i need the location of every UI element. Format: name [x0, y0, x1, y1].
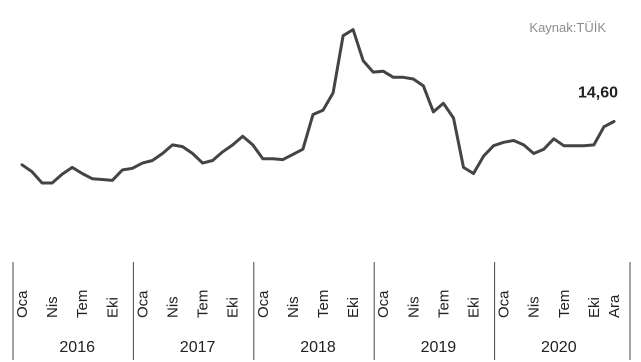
month-tick-label: Eki	[466, 297, 483, 318]
month-tick-label: Oca	[14, 290, 31, 318]
month-tick-label: Nis	[526, 296, 543, 318]
month-tick-label: Eki	[586, 297, 603, 318]
month-tick-label: Eki	[345, 297, 362, 318]
month-tick-label: Oca	[134, 290, 151, 318]
month-tick-label: Eki	[104, 297, 121, 318]
plot-area	[20, 28, 616, 185]
year-label: 2019	[421, 339, 457, 356]
month-tick-label: Oca	[255, 290, 272, 318]
last-value-label: 14,60	[578, 84, 618, 101]
x-axis: Oca Nis Tem Eki Oca Nis Tem Eki Oca Nis Tem Eki Oca N…	[12, 262, 631, 360]
year-label: 2018	[300, 339, 336, 356]
month-tick-label: Nis	[285, 296, 302, 318]
month-tick-label: Nis	[405, 296, 422, 318]
month-tick-label: Tem	[195, 290, 212, 318]
month-tick-label: Tem	[74, 290, 91, 318]
month-tick-label: Ara	[606, 294, 623, 318]
series-line	[20, 28, 616, 185]
year-label: 2016	[59, 339, 95, 356]
month-tick-label: Oca	[496, 290, 513, 318]
month-tick-label: Nis	[165, 296, 182, 318]
source-note: Kaynak:TÜİK	[529, 20, 606, 35]
year-label: 2017	[180, 339, 216, 356]
month-tick-label: Tem	[315, 290, 332, 318]
year-label: 2020	[541, 339, 577, 356]
month-tick-label: Tem	[435, 290, 452, 318]
month-tick-label: Nis	[44, 296, 61, 318]
month-tick-label: Oca	[375, 290, 392, 318]
month-tick-label: Eki	[225, 297, 242, 318]
month-tick-label: Tem	[556, 290, 573, 318]
